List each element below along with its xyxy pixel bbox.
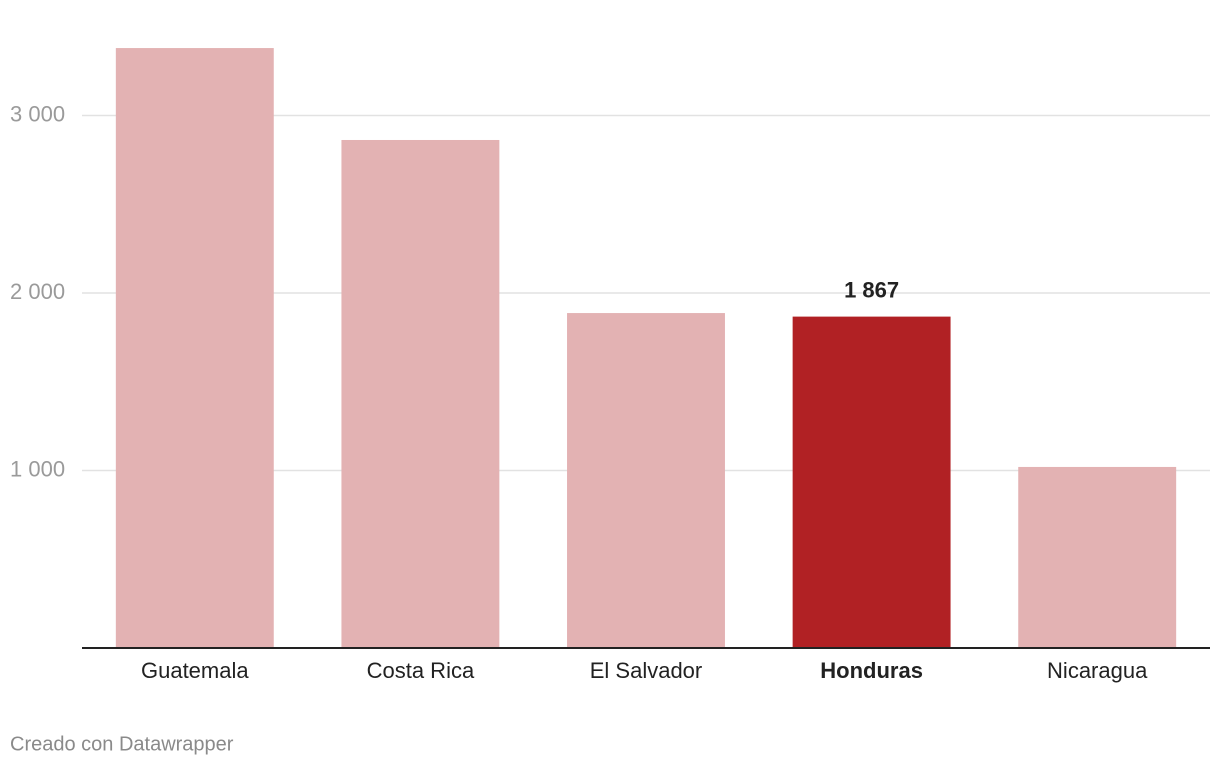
x-tick-label: Guatemala [141,658,249,683]
y-tick-label: 1 000 [10,456,65,481]
bar [341,139,500,648]
footer: Creado con Datawrapper [10,733,234,755]
x-tick-label: Nicaragua [1047,658,1148,683]
bar [115,48,274,649]
y-tick-label: 2 000 [10,279,65,304]
bar [1018,466,1177,648]
value-label: 1 867 [844,277,899,302]
y-tick-label: 3 000 [10,101,65,126]
bar [792,316,951,648]
x-tick-label: Honduras [820,658,923,683]
x-tick-label: El Salvador [590,658,703,683]
x-tick-label: Costa Rica [367,658,475,683]
bar [567,313,725,648]
